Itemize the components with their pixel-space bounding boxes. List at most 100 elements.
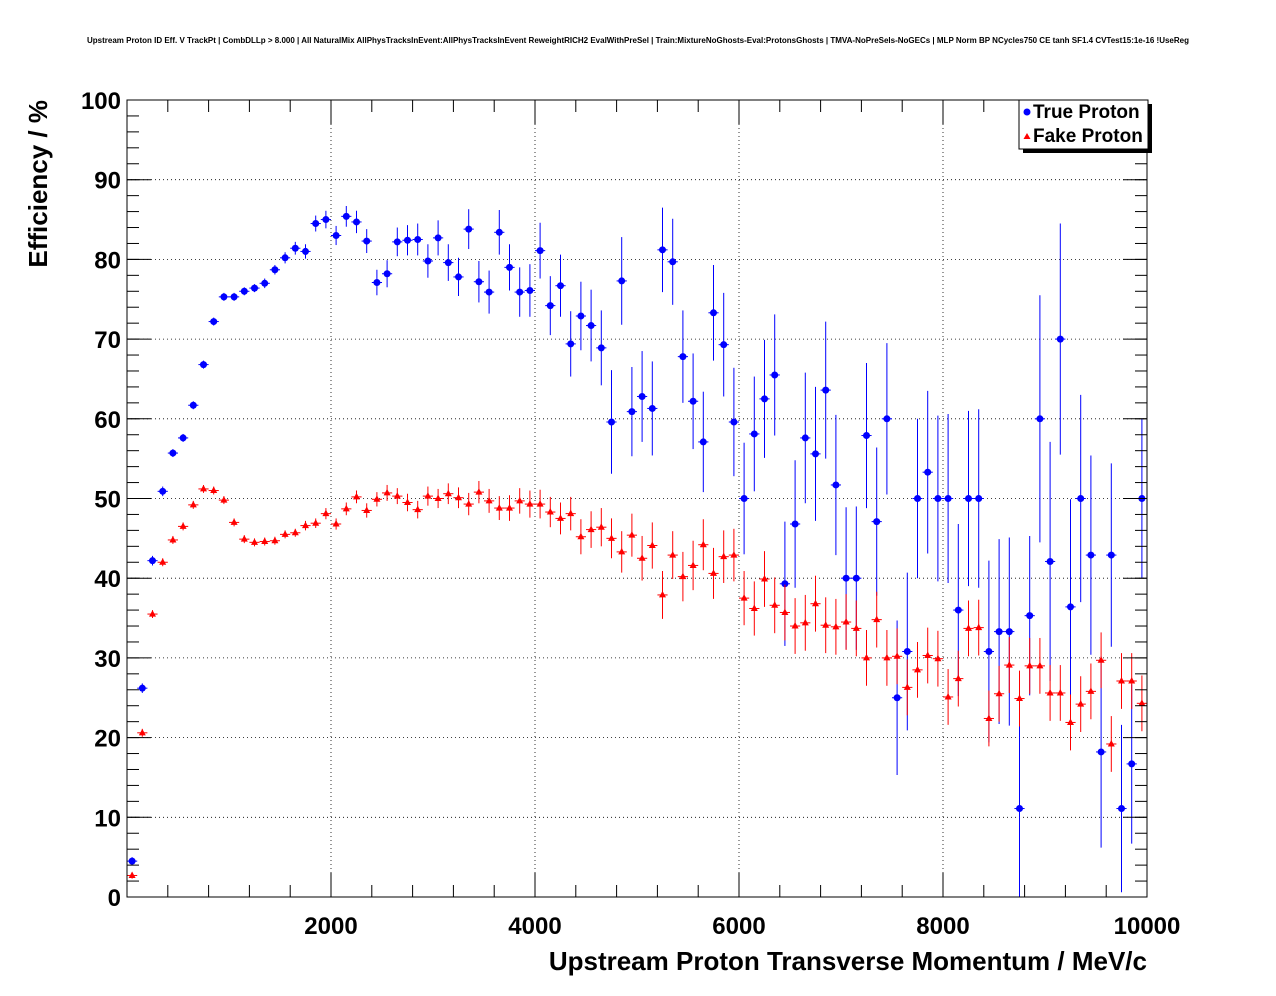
data-point: [526, 500, 534, 507]
data-point: [975, 495, 983, 502]
grid: [127, 99, 1148, 898]
y-tick-label: 80: [94, 247, 121, 274]
y-tick-label: 20: [94, 726, 121, 753]
data-point: [414, 505, 422, 513]
data-point: [995, 689, 1003, 697]
data-point: [577, 532, 585, 540]
data-point: [1056, 335, 1064, 343]
data-point: [1107, 551, 1115, 559]
data-point: [1118, 677, 1125, 684]
data-point: [730, 551, 738, 558]
data-point: [353, 492, 360, 500]
data-point: [342, 504, 350, 512]
data-point: [210, 486, 218, 494]
data-point: [689, 561, 697, 568]
data-point: [312, 220, 320, 228]
data-point: [230, 293, 238, 301]
data-point: [812, 599, 819, 607]
x-tick-label: 8000: [916, 913, 969, 940]
data-point: [1005, 628, 1013, 636]
data-point: [669, 258, 677, 266]
data-point: [169, 535, 177, 543]
data-point: [781, 608, 789, 615]
data-point: [577, 312, 585, 320]
data-point: [373, 279, 381, 287]
data-point: [444, 259, 452, 267]
data-point: [1067, 718, 1074, 725]
data-point: [608, 534, 615, 541]
data-point: [638, 554, 646, 561]
data-point: [1097, 656, 1105, 663]
data-point: [363, 506, 371, 513]
data-point: [740, 495, 748, 502]
data-point: [852, 624, 860, 631]
data-point: [1077, 700, 1085, 707]
data-point: [608, 418, 615, 426]
data-point: [893, 652, 901, 659]
data-point: [455, 273, 462, 281]
data-point: [179, 434, 187, 442]
data-point: [893, 694, 901, 702]
data-point: [924, 468, 932, 476]
data-point: [944, 495, 952, 502]
data-point: [740, 594, 748, 601]
data-point: [710, 309, 717, 317]
data-point: [495, 228, 503, 236]
data-point: [271, 536, 279, 544]
data-point: [251, 284, 258, 292]
data-point: [414, 235, 422, 243]
x-tick-label: 6000: [712, 913, 765, 940]
data-point: [230, 518, 238, 525]
data-point: [679, 353, 687, 361]
data-point: [200, 361, 207, 369]
data-point: [934, 495, 942, 502]
data-point: [251, 538, 258, 545]
data-point: [128, 857, 136, 865]
data-point: [791, 520, 799, 528]
data-point: [995, 628, 1003, 636]
data-point: [914, 495, 921, 502]
data-point: [822, 621, 830, 628]
data-point: [1056, 688, 1064, 696]
data-point: [485, 288, 493, 296]
data-point: [383, 270, 391, 278]
data-point: [781, 580, 789, 588]
data-point: [1118, 805, 1125, 813]
data-point: [332, 231, 340, 239]
data-point: [761, 395, 768, 403]
data-point: [618, 547, 626, 555]
data-point: [128, 871, 136, 878]
legend-true-proton-marker: [1023, 108, 1031, 116]
true-proton-series: [127, 206, 1147, 897]
data-point: [1046, 557, 1054, 565]
data-point: [1097, 748, 1105, 756]
data-point: [444, 489, 452, 497]
data-point: [404, 498, 411, 505]
data-point: [475, 278, 483, 286]
data-point: [138, 684, 146, 692]
data-point: [761, 574, 768, 582]
data-point: [842, 574, 850, 582]
data-point: [659, 590, 666, 598]
data-point: [822, 386, 830, 394]
data-point: [240, 287, 248, 295]
data-point: [873, 518, 881, 526]
legend-fake-proton-marker: [1023, 133, 1031, 139]
data-point: [965, 495, 972, 502]
data-point: [271, 266, 279, 274]
data-point: [465, 225, 473, 233]
data-point: [149, 610, 156, 617]
y-tick-label: 70: [94, 327, 121, 354]
legend: True Proton Fake Proton: [1018, 99, 1152, 153]
data-point: [699, 438, 707, 446]
data-point: [1026, 612, 1034, 620]
data-point: [455, 493, 462, 501]
data-point: [332, 520, 340, 527]
data-point: [832, 622, 840, 630]
data-point: [750, 604, 758, 611]
data-point: [1077, 495, 1085, 502]
data-point: [1016, 805, 1023, 813]
data-point: [200, 484, 207, 492]
data-point: [546, 508, 554, 515]
data-point: [863, 432, 870, 440]
